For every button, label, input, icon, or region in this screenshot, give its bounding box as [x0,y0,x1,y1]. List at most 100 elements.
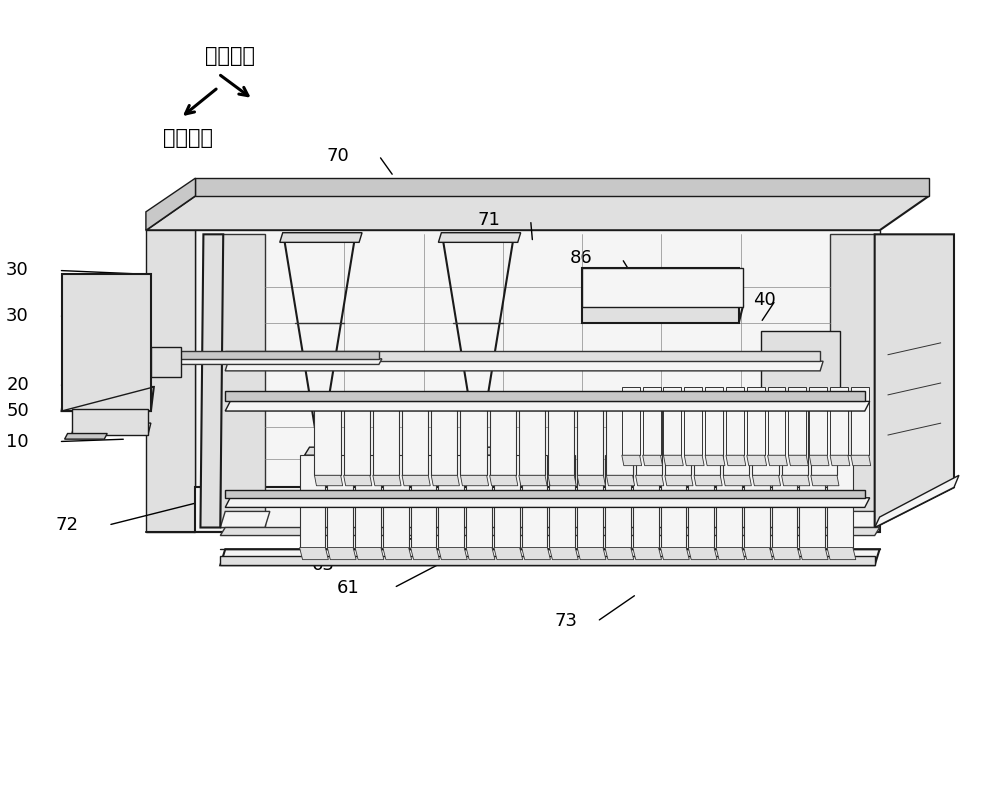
Polygon shape [726,387,744,455]
Text: 30: 30 [6,307,29,326]
Polygon shape [494,455,520,547]
Polygon shape [225,361,823,371]
Polygon shape [694,407,720,476]
Text: 50: 50 [6,402,29,420]
Polygon shape [431,476,459,486]
Polygon shape [782,476,810,486]
Polygon shape [383,547,412,559]
Polygon shape [809,455,829,466]
Polygon shape [65,434,107,439]
Polygon shape [344,476,372,486]
Polygon shape [460,407,487,476]
Polygon shape [684,455,704,466]
Polygon shape [663,455,683,466]
Polygon shape [811,407,837,476]
Polygon shape [747,387,765,455]
Polygon shape [694,476,722,486]
Polygon shape [799,547,828,559]
Polygon shape [830,387,848,455]
Polygon shape [146,178,195,231]
Polygon shape [220,527,880,535]
Polygon shape [431,407,457,476]
Polygon shape [225,490,865,498]
Polygon shape [761,472,843,488]
Polygon shape [225,391,865,401]
Polygon shape [195,178,929,196]
Polygon shape [688,547,717,559]
Polygon shape [62,387,154,411]
Polygon shape [146,196,929,231]
Polygon shape [146,231,195,531]
Polygon shape [577,407,603,476]
Polygon shape [643,455,662,466]
Polygon shape [665,476,693,486]
Polygon shape [875,476,959,527]
Polygon shape [888,423,941,435]
Polygon shape [519,476,547,486]
Polygon shape [799,455,825,547]
Polygon shape [522,455,547,547]
Polygon shape [280,233,362,243]
Polygon shape [151,359,382,364]
Polygon shape [665,407,691,476]
Polygon shape [225,351,820,361]
Text: 72: 72 [55,516,78,534]
Polygon shape [605,455,631,547]
Text: 200: 200 [863,420,897,438]
Polygon shape [606,476,635,486]
Polygon shape [577,476,605,486]
Polygon shape [411,455,436,547]
Polygon shape [549,455,575,547]
Polygon shape [716,547,745,559]
Text: 70: 70 [326,147,349,164]
Text: 第一方向: 第一方向 [205,46,255,66]
Polygon shape [195,488,880,531]
Polygon shape [220,235,265,527]
Polygon shape [305,447,339,455]
Polygon shape [463,447,498,455]
Polygon shape [438,547,467,559]
Polygon shape [327,455,353,547]
Polygon shape [383,455,409,547]
Polygon shape [768,387,785,455]
Polygon shape [225,401,870,411]
Polygon shape [643,387,661,455]
Text: 86: 86 [569,249,592,268]
Polygon shape [402,407,428,476]
Polygon shape [811,476,839,486]
Polygon shape [402,476,430,486]
Text: 63: 63 [311,556,334,574]
Polygon shape [747,455,767,466]
Polygon shape [827,455,853,547]
Polygon shape [438,455,464,547]
Polygon shape [684,387,702,455]
Polygon shape [851,455,871,466]
Text: 10: 10 [6,433,29,451]
Polygon shape [663,387,681,455]
Polygon shape [411,547,439,559]
Polygon shape [577,547,606,559]
Polygon shape [782,407,808,476]
Polygon shape [548,476,576,486]
Polygon shape [851,387,869,455]
Polygon shape [636,476,664,486]
Polygon shape [888,343,941,355]
Polygon shape [151,351,379,359]
Polygon shape [788,387,806,455]
Polygon shape [466,547,495,559]
Polygon shape [549,547,578,559]
Polygon shape [466,455,492,547]
Polygon shape [633,455,659,547]
Polygon shape [723,407,749,476]
Polygon shape [220,512,270,527]
Polygon shape [490,407,516,476]
Text: 62: 62 [244,506,267,525]
Text: 73: 73 [554,613,577,630]
Text: 71: 71 [478,211,501,229]
Polygon shape [622,387,640,455]
Polygon shape [460,476,489,486]
Polygon shape [225,498,870,508]
Polygon shape [830,455,850,466]
Polygon shape [752,476,781,486]
Polygon shape [726,455,746,466]
